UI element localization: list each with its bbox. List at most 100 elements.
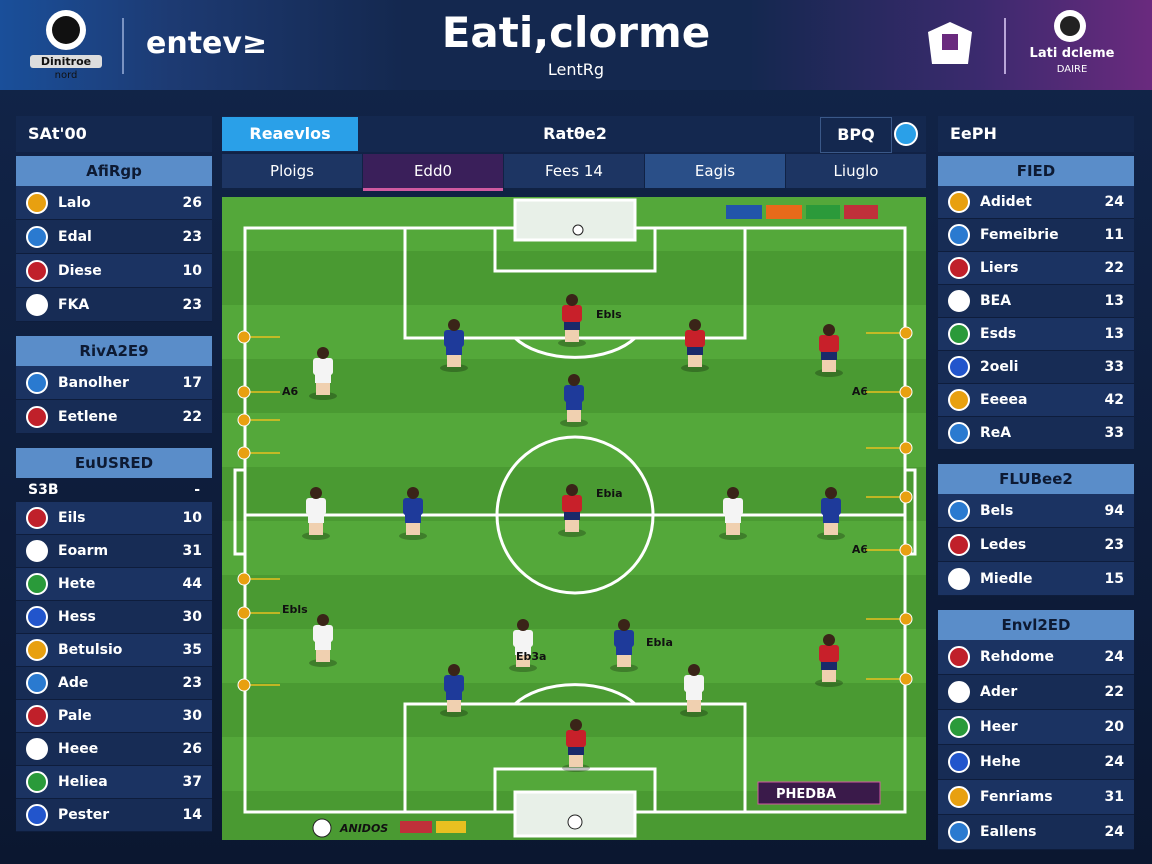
player[interactable] [440, 319, 468, 372]
player-row[interactable]: Pale 30 [16, 700, 212, 733]
player-rating: 24 [1104, 649, 1124, 665]
badge [948, 389, 970, 411]
player-row[interactable]: Ledes 23 [938, 528, 1134, 562]
player[interactable] [309, 614, 337, 667]
player-row[interactable]: Betulsio 35 [16, 634, 212, 667]
player-row[interactable]: Eoarm 31 [16, 535, 212, 568]
subtab[interactable]: Liuglo [786, 154, 926, 188]
badge [26, 804, 48, 826]
badge [26, 191, 48, 214]
player-row[interactable]: Liers 22 [938, 252, 1134, 285]
shirt [306, 498, 326, 515]
player-row[interactable]: Banolher 17 [16, 366, 212, 400]
spacer [938, 596, 1134, 610]
player[interactable] [815, 634, 843, 687]
player[interactable] [302, 487, 330, 540]
badge [26, 771, 48, 793]
player-row[interactable]: Eetlene 22 [16, 400, 212, 434]
head [823, 324, 835, 336]
player-rating: 31 [1104, 789, 1124, 805]
subheader-name: S3B [28, 482, 59, 498]
player-row[interactable]: FKA 23 [16, 288, 212, 322]
player-row[interactable]: Femeibrie 11 [938, 219, 1134, 252]
player-row[interactable]: Adidet 24 [938, 186, 1134, 219]
subtab[interactable]: Eagis [645, 154, 785, 188]
player-row[interactable]: Heliea 37 [16, 766, 212, 799]
player-row[interactable]: Ade 23 [16, 667, 212, 700]
shirt [819, 335, 839, 352]
player-row[interactable]: ReA 33 [938, 417, 1134, 450]
head [825, 487, 837, 499]
player-name: Heee [58, 741, 99, 757]
badge [26, 293, 48, 316]
player[interactable] [681, 319, 709, 372]
player[interactable] [440, 664, 468, 717]
player[interactable] [562, 719, 590, 772]
player-row[interactable]: Eeeea 42 [938, 384, 1134, 417]
subtab[interactable]: Fees 14 [504, 154, 644, 188]
player-row[interactable]: Miedle 15 [938, 562, 1134, 596]
head [618, 619, 630, 631]
player-rating: 26 [182, 741, 202, 757]
player-name: Pester [58, 807, 110, 823]
player-row[interactable]: Lalo 26 [16, 186, 212, 220]
head [317, 614, 329, 626]
shirt [821, 498, 841, 515]
player-row[interactable]: Hess 30 [16, 601, 212, 634]
player-row[interactable]: Pester 14 [16, 799, 212, 832]
row-list: Lalo 26 Edal 23 Diese 10 FKA 23 [16, 186, 212, 322]
player-row[interactable]: Bels 94 [938, 494, 1134, 528]
footer-text: ANIDOS [339, 822, 388, 835]
player-row[interactable]: Hete 44 [16, 568, 212, 601]
player-row[interactable]: Heer 20 [938, 710, 1134, 745]
tab[interactable]: Reaevlos [222, 117, 358, 151]
subtab[interactable]: Edd0 [363, 154, 503, 191]
shirt [313, 358, 333, 375]
head [727, 487, 739, 499]
player[interactable] [610, 619, 638, 672]
shorts [725, 514, 741, 523]
player-row[interactable]: Edal 23 [16, 220, 212, 254]
player[interactable] [817, 487, 845, 540]
marker [899, 543, 913, 557]
player-row[interactable]: Ader 22 [938, 675, 1134, 710]
player[interactable] [558, 294, 586, 347]
player-row[interactable]: Heee 26 [16, 733, 212, 766]
player-rating: 13 [1104, 293, 1124, 309]
player[interactable] [560, 374, 588, 427]
spacer [16, 434, 212, 448]
player-row[interactable]: Eallens 24 [938, 815, 1134, 850]
tab[interactable]: BPQ [820, 117, 892, 153]
player[interactable] [509, 619, 537, 672]
shirt [513, 630, 533, 647]
subtab[interactable]: Ploigs [222, 154, 362, 188]
player-row[interactable]: Hehe 24 [938, 745, 1134, 780]
shorts [566, 401, 582, 410]
player[interactable] [309, 347, 337, 400]
badge [948, 821, 970, 843]
ball-icon [894, 122, 918, 146]
player-row[interactable]: Fenriams 31 [938, 780, 1134, 815]
player[interactable] [719, 487, 747, 540]
player[interactable] [399, 487, 427, 540]
shorts [687, 346, 703, 355]
player[interactable] [558, 484, 586, 537]
player-row[interactable]: Esds 13 [938, 318, 1134, 351]
player-row[interactable]: Diese 10 [16, 254, 212, 288]
shirt [444, 675, 464, 692]
player[interactable] [680, 664, 708, 717]
player-name: Pale [58, 708, 92, 724]
player-row[interactable]: BEA 13 [938, 285, 1134, 318]
player-row[interactable]: Eils 10 [16, 502, 212, 535]
player-row[interactable]: 2oeli 33 [938, 351, 1134, 384]
tab[interactable]: Ratθe2 [543, 124, 607, 143]
player[interactable] [815, 324, 843, 377]
badge [26, 371, 48, 394]
shorts [823, 514, 839, 523]
player-rating: 33 [1104, 425, 1124, 441]
badge [26, 573, 48, 595]
marker [237, 572, 251, 586]
player-name: Hete [58, 576, 96, 592]
player-row[interactable]: Rehdome 24 [938, 640, 1134, 675]
badge [948, 681, 970, 703]
